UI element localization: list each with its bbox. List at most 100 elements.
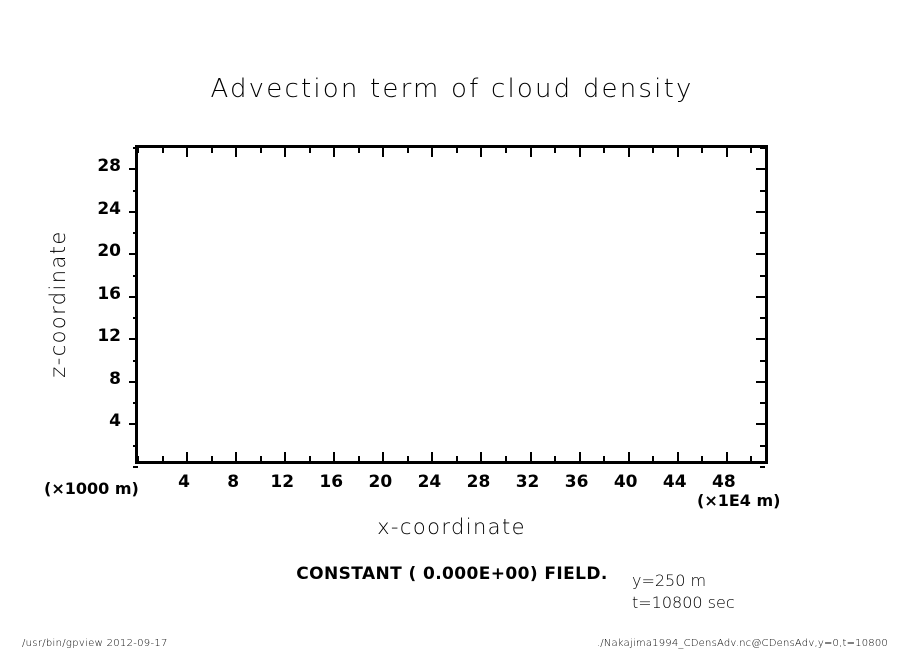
- plot-frame: [129, 145, 768, 468]
- y-tick-right: [760, 147, 765, 149]
- x-tick-top: [382, 148, 385, 157]
- x-tick-label: 28: [466, 472, 491, 492]
- x-tick-top: [480, 148, 483, 157]
- slice-info: y=250 m t=10800 sec: [632, 570, 735, 614]
- x-tick-bottom: [186, 452, 189, 461]
- x-tick-top: [308, 148, 311, 153]
- x-tick-top: [725, 148, 728, 157]
- y-tick-left: [133, 466, 138, 468]
- y-tick-right: [760, 466, 765, 468]
- x-tick-bottom: [357, 456, 360, 461]
- y-tick-right: [760, 189, 765, 192]
- y-tick-left: [129, 338, 138, 341]
- y-tick-left: [129, 423, 138, 426]
- y-tick-left: [133, 232, 138, 235]
- x-tick-label: 4: [178, 472, 190, 492]
- x-tick-label: 16: [319, 472, 344, 492]
- x-tick-top: [284, 148, 287, 157]
- x-tick-bottom: [235, 452, 238, 461]
- x-tick-bottom: [308, 456, 311, 461]
- footer-datasource: ./Nakajima1994_CDensAdv.nc@CDensAdv,y=0,…: [596, 638, 888, 649]
- y-tick-right: [756, 168, 765, 171]
- x-axis-title: x-coordinate: [377, 515, 526, 539]
- y-tick-right: [756, 338, 765, 341]
- chart-title: Advection term of cloud density: [210, 74, 694, 104]
- x-tick-top: [578, 148, 581, 157]
- x-tick-top: [161, 148, 164, 153]
- slice-y-value: y=250 m: [632, 571, 707, 590]
- y-tick-right: [760, 444, 765, 447]
- x-tick-label: 12: [270, 472, 295, 492]
- y-axis-title: z-coordinate: [46, 230, 70, 378]
- y-tick-right: [760, 359, 765, 362]
- y-tick-left: [129, 295, 138, 298]
- x-tick-top: [259, 148, 262, 153]
- x-axis-unit-label: (×1E4 m): [697, 491, 781, 510]
- x-tick-top: [750, 148, 753, 153]
- x-tick-top: [333, 148, 336, 157]
- x-tick-bottom: [603, 456, 606, 461]
- x-tick-label: 8: [227, 472, 240, 492]
- x-tick-top: [137, 148, 139, 153]
- x-tick-bottom: [750, 456, 753, 461]
- x-tick-bottom: [676, 452, 679, 461]
- y-tick-label: 28: [97, 156, 121, 177]
- x-tick-bottom: [382, 452, 385, 461]
- x-tick-top: [186, 148, 189, 157]
- y-tick-label: 8: [109, 368, 121, 389]
- y-tick-label: 20: [97, 241, 121, 262]
- x-tick-label: 40: [613, 472, 638, 492]
- y-tick-left: [133, 147, 138, 149]
- y-tick-label: 24: [97, 198, 121, 219]
- y-tick-left: [133, 189, 138, 192]
- y-tick-right: [760, 402, 765, 405]
- x-tick-label: 24: [417, 472, 442, 492]
- y-tick-label: 12: [97, 326, 121, 347]
- y-tick-left: [133, 444, 138, 447]
- footer-command: /usr/bin/gpview 2012-09-17: [22, 638, 168, 649]
- x-tick-top: [627, 148, 630, 157]
- x-tick-label: 20: [368, 472, 393, 492]
- x-tick-top: [701, 148, 704, 153]
- y-tick-left: [133, 359, 138, 362]
- x-tick-bottom: [529, 452, 532, 461]
- x-tick-bottom: [284, 452, 287, 461]
- y-tick-left: [133, 317, 138, 320]
- plot-canvas: [129, 147, 765, 468]
- x-tick-bottom: [701, 456, 704, 461]
- x-tick-bottom: [431, 452, 434, 461]
- x-tick-top: [505, 148, 508, 153]
- x-tick-bottom: [627, 452, 630, 461]
- x-tick-top: [529, 148, 532, 157]
- constant-field-message: CONSTANT ( 0.000E+00) FIELD.: [296, 564, 608, 584]
- x-tick-bottom: [725, 452, 728, 461]
- x-tick-bottom: [578, 452, 581, 461]
- y-tick-right: [756, 253, 765, 256]
- y-tick-label: 4: [109, 411, 121, 432]
- x-tick-top: [431, 148, 434, 157]
- x-tick-top: [357, 148, 360, 153]
- x-tick-top: [235, 148, 238, 157]
- x-tick-bottom: [652, 456, 655, 461]
- x-tick-top: [210, 148, 213, 153]
- x-tick-bottom: [210, 456, 213, 461]
- y-tick-label: 16: [97, 283, 121, 304]
- x-tick-bottom: [455, 456, 458, 461]
- x-tick-top: [554, 148, 557, 153]
- y-tick-right: [760, 232, 765, 235]
- y-tick-left: [129, 380, 138, 383]
- x-tick-bottom: [480, 452, 483, 461]
- y-tick-left: [133, 274, 138, 277]
- x-tick-bottom: [554, 456, 557, 461]
- x-tick-label: 36: [564, 472, 589, 492]
- x-tick-label: 48: [711, 472, 736, 492]
- x-tick-bottom: [259, 456, 262, 461]
- x-tick-bottom: [505, 456, 508, 461]
- y-tick-left: [129, 168, 138, 171]
- x-tick-top: [603, 148, 606, 153]
- slice-t-value: t=10800 sec: [632, 593, 735, 612]
- x-tick-label: 44: [662, 472, 687, 492]
- y-tick-left: [133, 402, 138, 405]
- x-tick-bottom: [406, 456, 409, 461]
- y-tick-left: [129, 253, 138, 256]
